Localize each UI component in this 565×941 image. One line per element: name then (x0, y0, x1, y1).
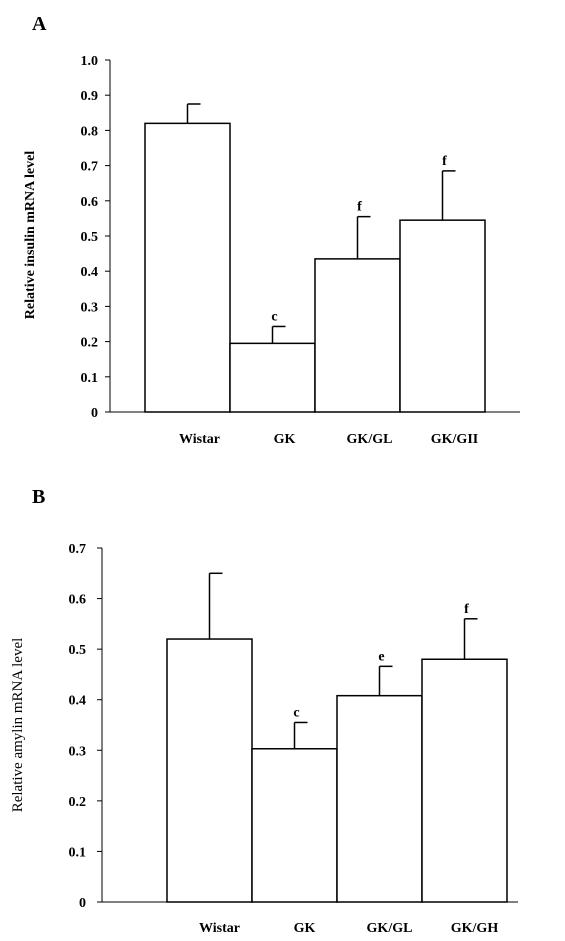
panel-b-label: B (32, 486, 45, 508)
panel-b-category-2: GK/GL (367, 921, 413, 936)
panel-b-category-3: GK/GH (451, 921, 499, 936)
panel-a-y-tick-label: 0.7 (81, 160, 99, 175)
panel-b-y-tick-label: 0.6 (69, 593, 87, 608)
panel-a-category-0: Wistar (179, 432, 220, 447)
panel-a-y-tick-label: 0.3 (81, 300, 99, 315)
panel-a-y-axis-label: Relative insulin mRNA level (23, 151, 38, 319)
panel-b-y-tick-label: 0.2 (69, 795, 87, 810)
panel-b-significance-3: f (464, 602, 469, 617)
panel-a-y-tick-label: 0.1 (81, 371, 99, 386)
panel-a: A Relative insulin mRNA level 0 0.1 0.2 0.3… (23, 13, 520, 447)
panel-b-bar-2 (337, 696, 422, 902)
panel-a-y-tick-label: 0.5 (81, 230, 99, 245)
panel-b-y-tick-label: 0.5 (69, 643, 87, 658)
panel-b-y-tick-label: 0.3 (69, 744, 87, 759)
panel-b-bar-1 (252, 749, 337, 902)
panel-a-bar-2 (315, 259, 400, 412)
panel-a-y-tick-label: 0.6 (81, 195, 99, 210)
panel-a-category-1: GK (274, 432, 296, 447)
panel-b-significance-1: c (293, 705, 299, 720)
panel-a-y-tick-label: 0 (91, 406, 98, 421)
panel-b-y-tick-label: 0.4 (69, 694, 87, 709)
panel-a-y-tick-label: 0.9 (81, 89, 99, 104)
panel-b-bar-3 (422, 659, 507, 902)
panel-a-significance-1: c (271, 309, 277, 324)
panel-a-category-3: GK/GII (431, 432, 478, 447)
panel-b-y-tick-label: 0.1 (69, 845, 87, 860)
panel-a-category-2: GK/GL (347, 432, 393, 447)
panel-a-bar-0 (145, 123, 230, 412)
panel-a-bar-1 (230, 343, 315, 412)
panel-a-significance-2: f (357, 200, 362, 215)
panel-b-y-axis-label: Relative amylin mRNA level (10, 638, 26, 813)
panel-b-y-tick-label: 0.7 (69, 542, 87, 557)
panel-b-bar-0 (167, 639, 252, 902)
panel-a-y-tick-label: 0.8 (81, 124, 99, 139)
panel-a-significance-3: f (442, 154, 447, 169)
panel-a-y-tick-label: 1.0 (81, 54, 99, 69)
panel-b-categories: Wistar GK GK/GL GK/GH (199, 921, 498, 936)
panel-a-y-tick-label: 0.2 (81, 336, 99, 351)
panel-a-bars: c f f (145, 104, 485, 412)
panel-b-significance-2: e (378, 649, 384, 664)
panel-b-bars: c e f (167, 573, 507, 902)
panel-b-y-tick-label: 0 (79, 896, 86, 911)
panel-b: B Relative amylin mRNA level 00.10.20.30… (10, 486, 518, 936)
panel-b-y-ticks: 0 0.1 0.2 0.3 0.4 0.5 0.6 0.7 (69, 542, 103, 911)
panel-a-label: A (32, 13, 47, 35)
panel-a-categories: Wistar GK GK/GL GK/GII (179, 432, 478, 447)
panel-b-category-1: GK (294, 921, 316, 936)
panel-a-y-tick-label: 0.4 (81, 265, 99, 280)
panel-a-y-ticks: 0 0.1 0.2 0.3 0.4 0.5 0.6 0.7 0.8 0.9 1.0 (81, 54, 111, 421)
panel-a-bar-3 (400, 220, 485, 412)
panel-b-category-0: Wistar (199, 921, 240, 936)
